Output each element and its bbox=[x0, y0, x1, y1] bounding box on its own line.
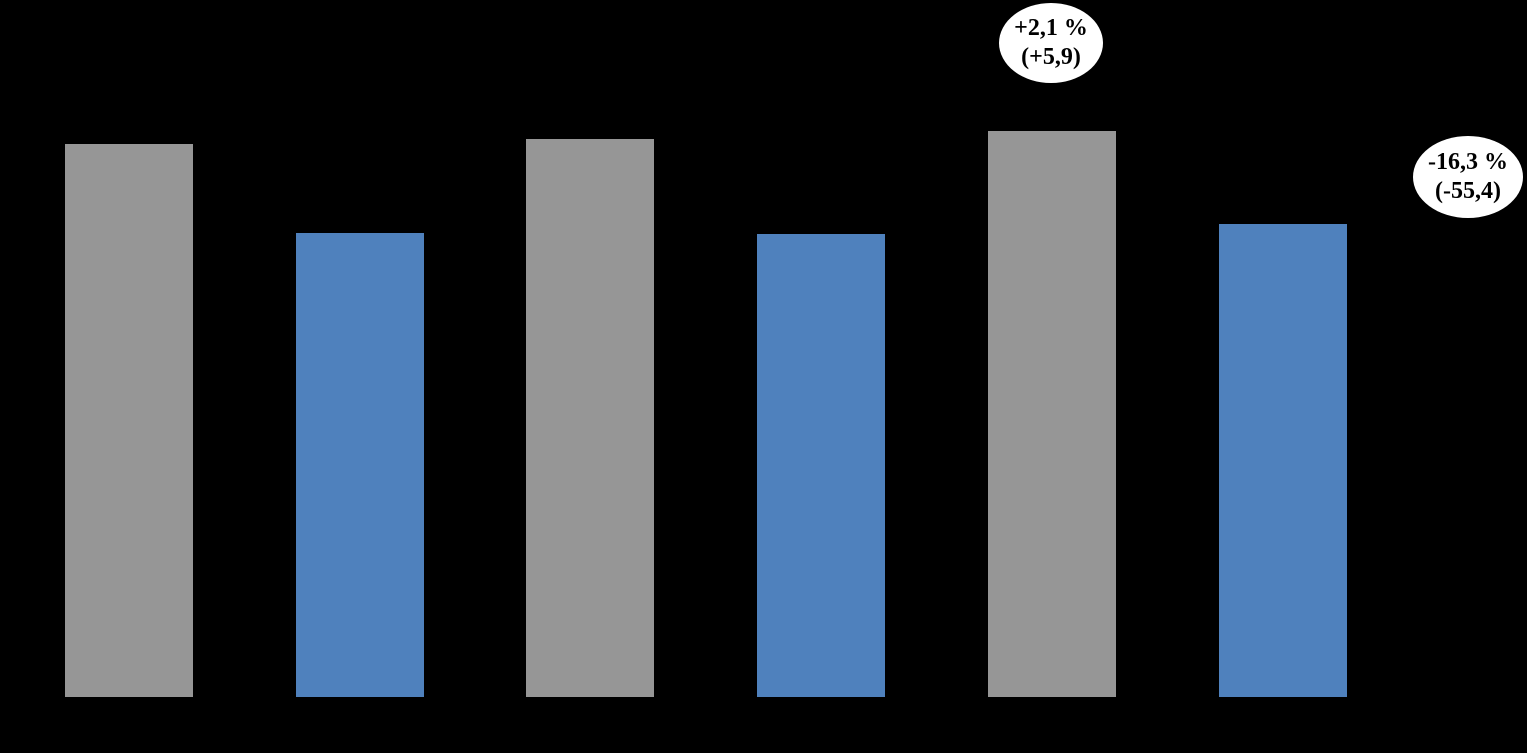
bar-4-blue bbox=[757, 234, 885, 697]
bar-1-gray bbox=[65, 144, 193, 697]
bar-6-blue bbox=[1219, 224, 1347, 697]
bar-5-gray bbox=[988, 131, 1116, 697]
annotation-2-line-2: (-55,4) bbox=[1435, 178, 1501, 204]
bar-3-gray bbox=[526, 139, 654, 697]
bar-2-blue bbox=[296, 233, 424, 697]
annotation-callout-percent-change-2: -16,3 % (-55,4) bbox=[1413, 136, 1523, 218]
annotation-callout-percent-change-1: +2,1 % (+5,9) bbox=[999, 3, 1103, 83]
annotation-1-line-1: +2,1 % bbox=[1014, 15, 1088, 41]
annotation-1-line-2: (+5,9) bbox=[1021, 44, 1081, 70]
annotation-2-line-1: -16,3 % bbox=[1428, 149, 1508, 175]
